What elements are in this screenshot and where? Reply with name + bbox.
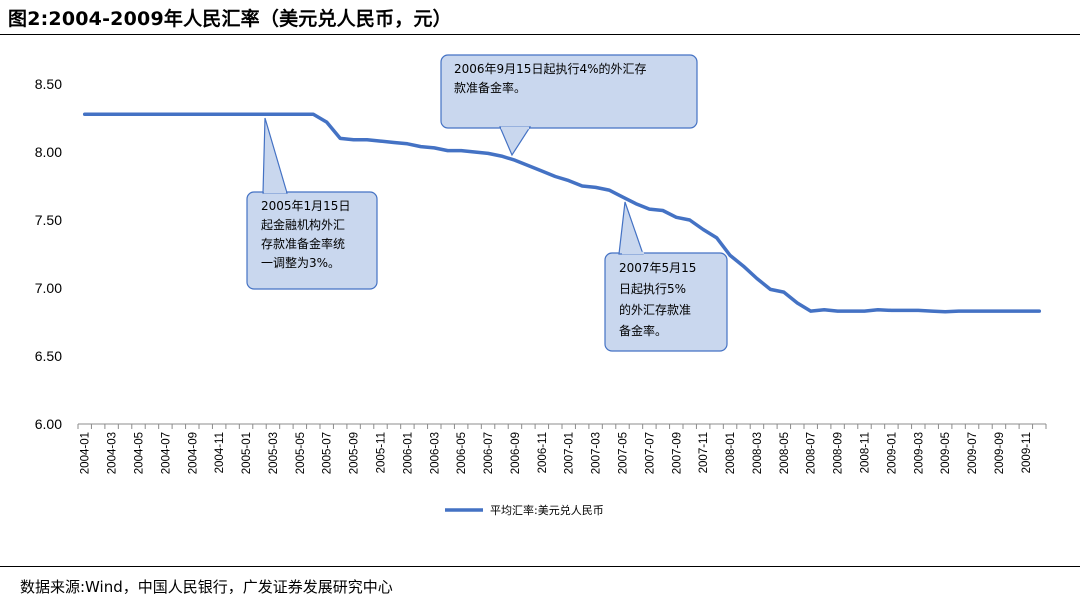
y-tick-label: 8.50 [35, 76, 62, 92]
callout-text-line: 2007年5月15 [619, 261, 696, 275]
x-tick-label: 2009-05 [940, 432, 952, 474]
x-tick-label: 2004-07 [160, 432, 172, 474]
title-rule [0, 34, 1080, 35]
x-tick-label: 2008-07 [806, 432, 818, 474]
chart-title: 图2:2004-2009年人民汇率（美元兑人民币，元） [8, 8, 452, 30]
callout-text-line: 一调整为3%。 [261, 255, 340, 270]
x-tick-label: 2006-09 [510, 432, 522, 474]
x-tick-label: 2005-09 [349, 432, 361, 474]
callout-text-line: 的外汇存款准 [619, 302, 691, 317]
callout-text-line: 起金融机构外汇 [261, 217, 345, 232]
callout-text-line: 备金率。 [619, 323, 667, 338]
x-tick-label: 2008-01 [725, 432, 737, 474]
callout-box [246, 191, 378, 290]
source-note: 数据来源:Wind，中国人民银行，广发证券发展研究中心 [20, 578, 393, 596]
callout-box [440, 54, 698, 129]
x-tick-label: 2005-05 [295, 432, 307, 474]
x-tick-label: 2006-03 [429, 432, 441, 474]
x-tick-label: 2008-03 [752, 432, 764, 474]
x-tick-label: 2004-03 [107, 432, 119, 474]
callout-pointer [618, 201, 644, 255]
x-tick-label: 2007-07 [644, 432, 656, 474]
x-tick-label: 2006-07 [483, 432, 495, 474]
callout-box [604, 252, 728, 352]
legend: 平均汇率:美元兑人民币 [445, 503, 604, 517]
x-tick-label: 2004-05 [134, 432, 146, 474]
y-tick-label: 8.00 [35, 144, 62, 160]
x-tick-label: 2007-09 [671, 432, 683, 474]
callout-text-line: 2006年9月15日起执行4%的外汇存 [454, 61, 646, 76]
y-tick-label: 6.50 [35, 348, 62, 364]
callout-pointer [262, 117, 288, 194]
series-layer [82, 112, 1042, 314]
source-rule [0, 566, 1080, 567]
callout-text-line: 款准备金率。 [454, 80, 526, 95]
y-tick-label: 6.00 [35, 416, 62, 432]
x-tick-label: 2004-11 [214, 432, 226, 473]
x-tick-label: 2009-01 [886, 432, 898, 474]
x-tick-label: 2008-11 [860, 432, 872, 473]
x-tick-label: 2004-01 [80, 432, 92, 474]
x-tick-label: 2006-05 [456, 432, 468, 474]
x-tick-label: 2005-03 [268, 432, 280, 474]
x-tick-label: 2007-05 [618, 432, 630, 474]
callout-text-line: 2005年1月15日 [261, 199, 350, 213]
x-tick-label: 2009-11 [1021, 432, 1033, 473]
x-tick-label: 2008-09 [833, 432, 845, 474]
callout-text-line: 日起执行5% [619, 282, 686, 296]
legend-label: 平均汇率:美元兑人民币 [490, 503, 604, 517]
x-tick-label: 2007-03 [591, 432, 603, 474]
x-tick-label: 2006-11 [537, 432, 549, 473]
chart-axes: 8.50 8.00 7.50 7.00 6.50 6.00 2004-01 2004-03 20… [35, 76, 1047, 474]
x-tick-label: 2005-01 [241, 432, 253, 474]
y-tick-label: 7.50 [35, 212, 62, 228]
x-tick-label: 2007-01 [564, 432, 576, 474]
x-tick-label: 2004-09 [187, 432, 199, 474]
y-tick-label: 7.00 [35, 280, 62, 296]
x-tick-label: 2006-01 [402, 432, 414, 474]
x-tick-label: 2009-03 [913, 432, 925, 474]
series-line [82, 112, 1042, 314]
x-tick-label: 2007-11 [698, 432, 710, 473]
x-tick-label: 2008-05 [779, 432, 791, 474]
callout-pointer [499, 126, 532, 157]
x-tick-label: 2009-09 [994, 432, 1006, 474]
x-tick-label: 2005-07 [322, 432, 334, 474]
x-tick-label: 2009-07 [967, 432, 979, 474]
x-tick-label: 2005-11 [376, 432, 388, 473]
callout-text-line: 存款准备金率统 [261, 236, 345, 251]
